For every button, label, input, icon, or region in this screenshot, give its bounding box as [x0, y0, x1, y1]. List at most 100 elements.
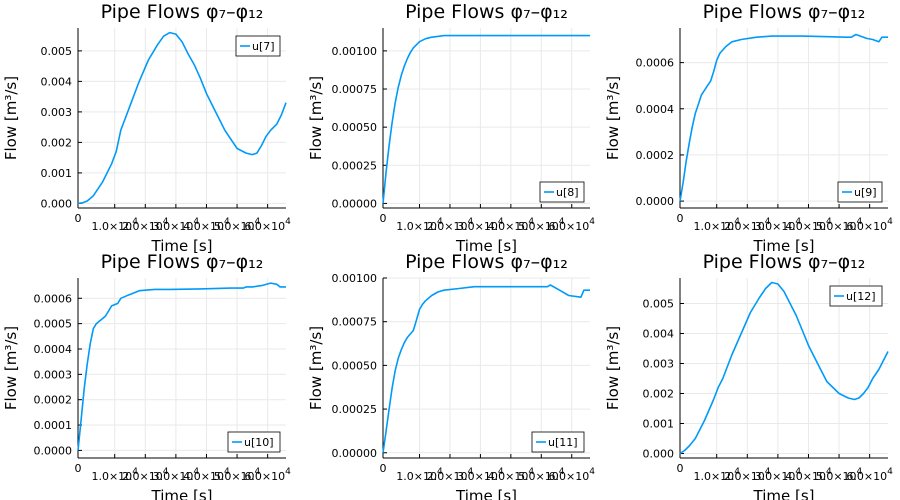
x-tick-label: 5.0×104 — [816, 467, 863, 483]
series-line-u[9] — [679, 33, 888, 202]
legend: u[8] — [539, 181, 585, 203]
x-tick-label: 3.0×104 — [153, 217, 200, 233]
x-tick-label: 3.0×104 — [755, 217, 802, 233]
legend-label: u[10] — [244, 436, 274, 449]
y-tick-label: 0.0000 — [636, 195, 675, 208]
chart-title: Pipe Flows φ₇–φ₁₂ — [405, 1, 568, 23]
y-tick-label: 0.0002 — [34, 394, 73, 407]
legend-label: u[8] — [556, 186, 579, 199]
y-tick-label: 0.000 — [643, 448, 675, 461]
y-tick-label: 0.00050 — [332, 121, 378, 134]
x-tick-label: 2.0×104 — [427, 467, 474, 483]
legend: u[11] — [531, 431, 585, 453]
y-axis-label: Flow [m³/s] — [307, 76, 325, 160]
x-tick-label: 4.0×104 — [785, 467, 832, 483]
y-tick-label: 0.002 — [643, 388, 675, 401]
chart-title: Pipe Flows φ₇–φ₁₂ — [405, 251, 568, 273]
legend-label: u[11] — [548, 436, 578, 449]
y-tick-label: 0.005 — [643, 298, 675, 311]
y-tick-label: 0.002 — [41, 136, 73, 149]
x-tick-label: 1.0×104 — [693, 467, 740, 483]
y-tick-label: 0.003 — [41, 106, 73, 119]
chart-panel-5: 0.00000 0.00025 0.00050 0.00075 0.00100 0 1.0×… — [307, 251, 595, 500]
legend: u[10] — [227, 431, 281, 453]
x-tick-label: 2.0×104 — [427, 217, 474, 233]
x-tick-label: 4.0×104 — [488, 467, 535, 483]
x-tick-label: 2.0×104 — [724, 467, 771, 483]
legend-box — [227, 431, 281, 453]
x-axis-label: Time [s] — [151, 237, 213, 255]
x-tick-label: 1.0×104 — [396, 217, 443, 233]
legend-label: u[9] — [854, 186, 877, 199]
x-tick-label: 3.0×104 — [153, 467, 200, 483]
x-tick-label: 0 — [677, 462, 684, 475]
x-tick-label: 6.0×104 — [549, 217, 596, 233]
y-tick-label: 0.00100 — [332, 272, 378, 285]
x-tick-label: 1.0×104 — [693, 217, 740, 233]
y-tick-label: 0.0004 — [34, 343, 73, 356]
x-tick-label: 4.0×104 — [183, 467, 230, 483]
x-tick-label: 3.0×104 — [457, 467, 504, 483]
y-axis-label: Flow [m³/s] — [307, 326, 325, 410]
y-tick-label: 0.003 — [643, 358, 675, 371]
chart-title: Pipe Flows φ₇–φ₁₂ — [101, 1, 264, 23]
y-tick-label: 0.00025 — [332, 159, 378, 172]
x-tick-label: 0 — [677, 212, 684, 225]
legend: u[7] — [235, 35, 281, 57]
x-tick-label: 0 — [75, 212, 82, 225]
x-tick-label: 6.0×104 — [846, 217, 893, 233]
series-line-u[11] — [382, 284, 590, 453]
y-tick-label: 0.0005 — [34, 318, 73, 331]
x-tick-label: 5.0×104 — [518, 217, 565, 233]
legend-box — [235, 35, 281, 57]
x-tick-label: 6.0×104 — [846, 467, 893, 483]
legend-box — [829, 285, 883, 307]
series-line-u[10] — [77, 282, 286, 451]
x-tick-label: 3.0×104 — [755, 467, 802, 483]
legend-box — [539, 181, 585, 203]
chart-title: Pipe Flows φ₇–φ₁₂ — [101, 251, 264, 273]
series-line-u[8] — [382, 34, 590, 204]
legend-box — [837, 181, 883, 203]
chart-panel-2: 0.00000 0.00025 0.00050 0.00075 0.00100 0 1.0×… — [307, 1, 595, 255]
x-axis-label: Time [s] — [151, 487, 213, 500]
y-tick-label: 0.0003 — [34, 368, 73, 381]
x-tick-label: 5.0×104 — [214, 217, 261, 233]
x-tick-label: 5.0×104 — [816, 217, 863, 233]
x-tick-label: 2.0×104 — [122, 217, 169, 233]
chart-panel-6: 0.000 0.001 0.002 0.003 0.004 0.005 0 1.0×1042.… — [604, 251, 893, 500]
x-tick-label: 1.0×104 — [91, 217, 138, 233]
y-tick-label: 0.00025 — [332, 403, 378, 416]
x-tick-label: 4.0×104 — [785, 217, 832, 233]
x-tick-label: 0 — [380, 212, 387, 225]
y-tick-label: 0.00000 — [332, 447, 378, 460]
x-axis-label: Time [s] — [753, 237, 815, 255]
chart-panel-1: 0.000 0.001 0.002 0.003 0.004 0.005 0 1.0×1042.… — [2, 1, 291, 255]
y-tick-label: 0.001 — [41, 167, 73, 180]
y-tick-label: 0.004 — [643, 328, 675, 341]
x-tick-label: 1.0×104 — [396, 467, 443, 483]
x-tick-label: 0 — [380, 462, 387, 475]
x-tick-label: 1.0×104 — [91, 467, 138, 483]
y-tick-label: 0.001 — [643, 418, 675, 431]
y-tick-label: 0.005 — [41, 45, 73, 58]
y-tick-label: 0.0001 — [34, 419, 73, 432]
x-tick-label: 6.0×104 — [244, 217, 291, 233]
y-axis-label: Flow [m³/s] — [2, 76, 20, 160]
chart-title: Pipe Flows φ₇–φ₁₂ — [703, 1, 866, 23]
y-tick-label: 0.004 — [41, 75, 73, 88]
x-tick-label: 5.0×104 — [518, 467, 565, 483]
x-axis-label: Time [s] — [455, 237, 517, 255]
y-tick-label: 0.000 — [41, 197, 73, 210]
x-tick-label: 0 — [75, 462, 82, 475]
x-axis-label: Time [s] — [753, 487, 815, 500]
x-tick-label: 6.0×104 — [549, 467, 596, 483]
legend-label: u[7] — [252, 40, 275, 53]
y-tick-label: 0.0006 — [636, 57, 675, 70]
legend: u[9] — [837, 181, 883, 203]
x-axis-label: Time [s] — [455, 487, 517, 500]
y-tick-label: 0.00100 — [332, 45, 378, 58]
x-tick-label: 6.0×104 — [244, 467, 291, 483]
x-tick-label: 4.0×104 — [183, 217, 230, 233]
